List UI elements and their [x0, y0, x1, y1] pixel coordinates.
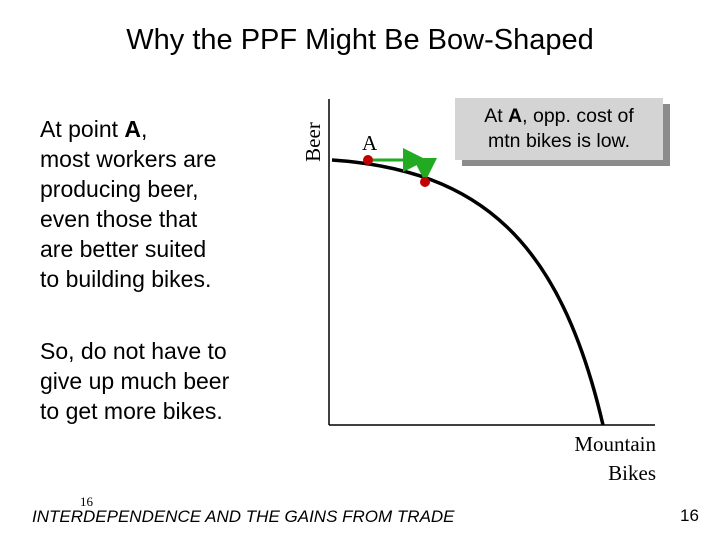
para1-line1: At point A,	[40, 116, 148, 142]
x-axis-label: Mountain Bikes	[574, 430, 656, 488]
explanation-paragraph-2: So, do not have to give up much beer to …	[40, 336, 229, 426]
footer-chapter-title: INTERDEPENDENCE AND THE GAINS FROM TRADE	[32, 507, 455, 526]
x-axis-label-line2: Bikes	[608, 461, 656, 485]
x-axis-label-line1: Mountain	[574, 432, 656, 456]
point-a-bold: A	[124, 116, 142, 142]
y-axis-label: Beer	[301, 122, 325, 162]
para1-line2: most workers are	[40, 146, 217, 172]
slide-number: 16	[680, 506, 699, 525]
para1-line5: are better suited	[40, 236, 207, 262]
para1-line3: producing beer,	[40, 176, 199, 202]
callout-point-a: A	[508, 105, 523, 127]
ppf-curve	[331, 158, 605, 426]
para2-line1: So, do not have to	[40, 338, 227, 364]
para2-line3: to get more bikes.	[40, 398, 223, 424]
callout-line1: At A, opp. cost of	[484, 105, 634, 127]
point-a-marker	[363, 155, 373, 165]
para1-line6: to building bikes.	[40, 266, 212, 292]
para2-line2: give up much beer	[40, 368, 230, 394]
footer-small-number: 16	[80, 494, 93, 509]
point-b-marker	[420, 177, 430, 187]
point-a-label: A	[362, 131, 378, 155]
para1-line4: even those that	[40, 206, 198, 232]
explanation-paragraph-1: At point A, most workers are producing b…	[40, 114, 216, 294]
callout-line2: mtn bikes is low.	[488, 130, 630, 152]
slide-title: Why the PPF Might Be Bow-Shaped	[126, 24, 594, 56]
opportunity-cost-callout: At A, opp. cost of mtn bikes is low.	[455, 98, 670, 166]
callout-box: At A, opp. cost of mtn bikes is low.	[455, 98, 663, 160]
